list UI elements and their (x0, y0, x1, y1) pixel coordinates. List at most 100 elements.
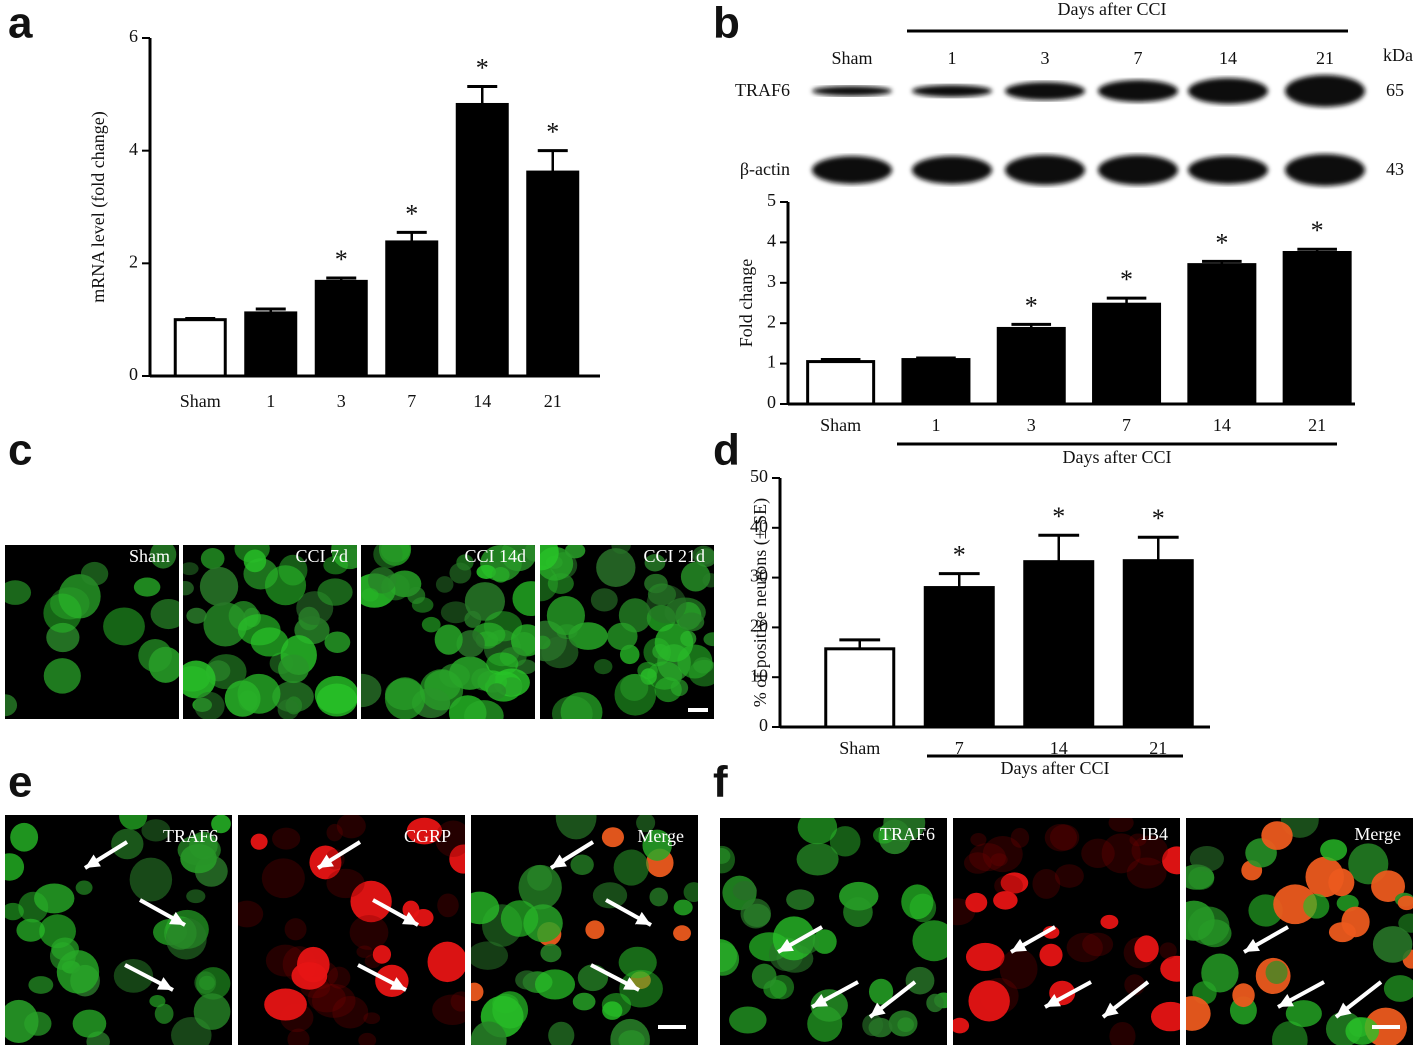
blot-header: Days after CCI (1058, 0, 1167, 19)
cell (970, 833, 987, 847)
arrow-head (778, 938, 794, 952)
lane-label: 1 (948, 48, 957, 68)
cells (1186, 818, 1413, 1045)
cell (1082, 932, 1114, 957)
cell (969, 843, 1006, 872)
cell (965, 942, 1005, 972)
blot-band (812, 156, 892, 184)
cell (751, 963, 777, 989)
image-label: CCI 7d (295, 546, 348, 566)
image-label: IB4 (1141, 824, 1168, 844)
cell (138, 639, 173, 672)
bar (1122, 559, 1194, 729)
cell (381, 573, 410, 601)
cell (427, 941, 465, 983)
cell (80, 561, 109, 586)
cell (1109, 1021, 1136, 1045)
cell (435, 576, 454, 593)
y-axis-label: mRNA level (fold change) (88, 111, 109, 302)
cell (250, 833, 268, 850)
cell (372, 945, 392, 964)
cell (237, 614, 281, 646)
x-tick-label: 7 (955, 738, 964, 758)
cell (614, 673, 657, 716)
cell (24, 1011, 52, 1036)
cell (1187, 906, 1230, 946)
y-tick-label: 2 (767, 311, 776, 331)
cell (264, 565, 307, 606)
x-tick-label: Sham (180, 391, 221, 411)
cell (1328, 868, 1355, 897)
cell (5, 580, 32, 605)
cell (373, 545, 403, 569)
significance-mark: * (1311, 216, 1324, 245)
cells (361, 545, 535, 719)
cell (272, 827, 301, 850)
cell (324, 631, 351, 654)
cell (901, 884, 934, 920)
arrow-head (1278, 994, 1294, 1007)
arrow-head (85, 854, 101, 868)
cell (327, 966, 351, 989)
cell (1134, 935, 1159, 963)
cell (16, 918, 45, 942)
image-label: Sham (129, 546, 170, 566)
cell (72, 1009, 107, 1038)
cell (165, 917, 207, 960)
cell (75, 880, 93, 895)
x-tick-label: 1 (266, 391, 275, 411)
cell (287, 1028, 310, 1045)
cell (314, 675, 357, 714)
cell (999, 948, 1038, 990)
cell (1201, 953, 1239, 993)
cell (194, 691, 225, 719)
cell (883, 818, 926, 842)
cell (644, 554, 666, 572)
cell (577, 964, 609, 992)
arrow-head (812, 994, 828, 1007)
x-tick-label: 14 (473, 391, 491, 411)
cell (154, 1003, 174, 1024)
cell (613, 849, 649, 886)
arrow-head (1244, 938, 1260, 952)
cells (5, 815, 231, 1045)
cell (456, 630, 485, 658)
cell (1397, 895, 1413, 911)
cell (10, 822, 39, 852)
panel-letter: d (713, 426, 740, 475)
bar (806, 360, 876, 406)
bar (244, 311, 298, 378)
cell (618, 946, 657, 979)
y-tick-label: 40 (750, 516, 768, 536)
cell (512, 581, 535, 617)
blot-band (912, 85, 992, 97)
y-tick-label: 10 (750, 665, 768, 685)
cell (1066, 932, 1103, 963)
cell (311, 983, 356, 1018)
cell (326, 868, 365, 899)
x-tick-label: 21 (544, 391, 562, 411)
lane-label: 21 (1316, 48, 1334, 68)
y-tick-label: 4 (767, 231, 776, 251)
cell (1162, 846, 1180, 875)
cell (435, 820, 465, 857)
cell (602, 1001, 623, 1020)
cell (406, 817, 443, 845)
arrow-head (390, 977, 406, 990)
cell (43, 658, 81, 694)
arrow-head (1045, 994, 1061, 1007)
significance-mark: * (1152, 504, 1165, 533)
cell (183, 660, 216, 699)
blot-band (1005, 82, 1085, 100)
arrow-head (623, 977, 639, 990)
y-axis-label: Fold change (736, 259, 756, 347)
bar (1187, 263, 1257, 406)
significance-mark: * (476, 53, 489, 82)
cell (1189, 845, 1224, 872)
cell (1151, 1001, 1180, 1032)
cell (585, 920, 605, 940)
arrow-head (551, 854, 567, 868)
cell (1188, 866, 1215, 890)
cell (323, 555, 348, 575)
y-tick-label: 2 (129, 251, 138, 271)
